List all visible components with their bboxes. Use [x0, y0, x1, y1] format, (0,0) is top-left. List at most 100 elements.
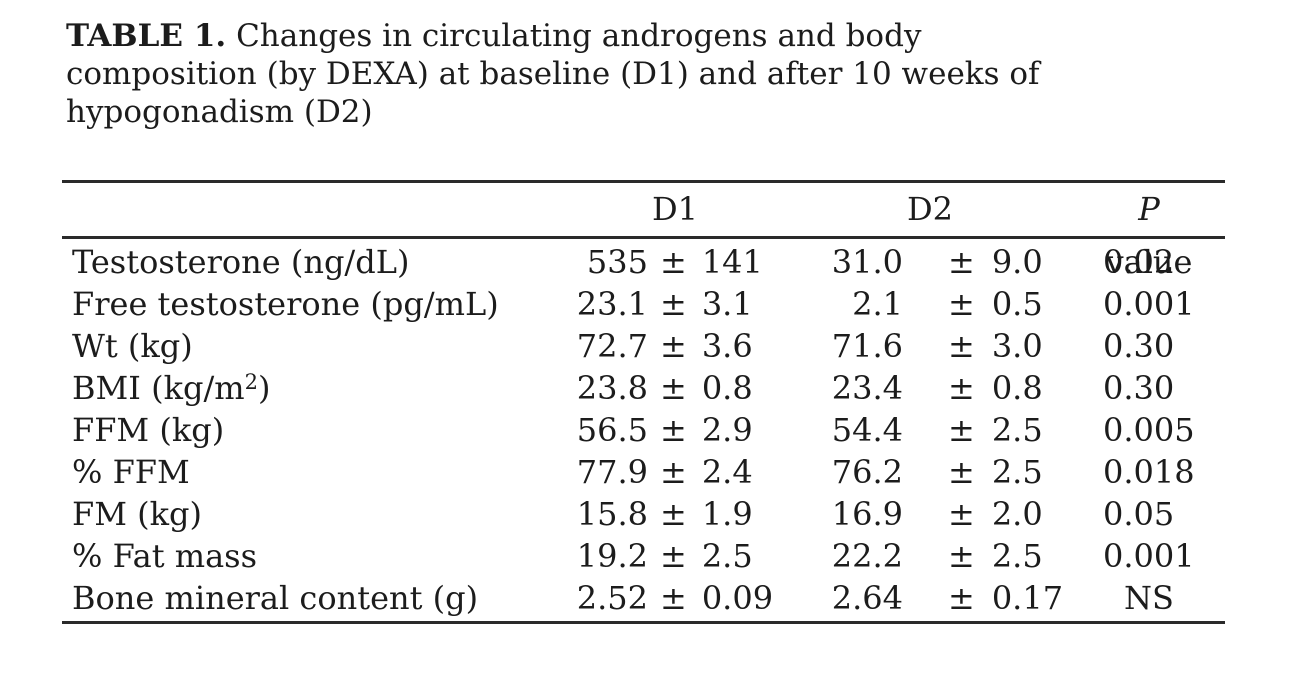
plus-minus: ± [948, 537, 975, 575]
d2-cell: 16.9 ±2.0 [810, 493, 1102, 535]
caption-line-1: TABLE 1. Changes in circulating androgen… [66, 17, 1039, 55]
row-label: BMI (kg/m2) [62, 367, 522, 409]
d1-cell: 2.52 ±0.09 [522, 577, 810, 619]
plus-minus: ± [660, 411, 687, 449]
plus-minus: ± [948, 369, 975, 407]
table-caption: TABLE 1. Changes in circulating androgen… [66, 17, 1039, 131]
d2-sd: 0.8 [991, 369, 1043, 407]
d1-mean: 19.2 [576, 537, 648, 575]
plus-minus: ± [660, 327, 687, 365]
p-value: 0.018 [1103, 453, 1195, 491]
d2-mean: 71.6 [831, 327, 903, 365]
plus-minus: ± [948, 327, 975, 365]
column-header-p-value: P value [1102, 183, 1225, 289]
d1-cell: 72.7 ±3.6 [522, 325, 810, 367]
d2-cell: 71.6 ±3.0 [810, 325, 1102, 367]
caption-label: TABLE 1. [66, 18, 227, 54]
p-value-header-rest: value [1105, 243, 1193, 281]
table-row-free-testosterone: Free testosterone (pg/mL) 23.1 ±3.1 2.1 ±0… [62, 283, 1225, 325]
d1-mean: 23.8 [576, 369, 648, 407]
plus-minus: ± [948, 285, 975, 323]
plus-minus: ± [660, 453, 687, 491]
caption-text: Changes in circulating androgens and bod… [236, 18, 922, 54]
d1-cell: 535 ±141 [522, 241, 810, 283]
table-body: Testosterone (ng/dL) 535 ±141 31.0 ±9.0 0.… [62, 241, 1225, 619]
plus-minus: ± [948, 579, 975, 617]
table-row-pct-fat-mass: % Fat mass 19.2 ±2.5 22.2 ±2.5 0.001 [62, 535, 1225, 577]
d1-mean: 77.9 [576, 453, 648, 491]
d2-cell: 2.1 ±0.5 [810, 283, 1102, 325]
table-row-weight: Wt (kg) 72.7 ±3.6 71.6 ±3.0 0.30 [62, 325, 1225, 367]
d1-cell: 23.1 ±3.1 [522, 283, 810, 325]
row-label: Wt (kg) [62, 325, 522, 367]
d2-mean: 31.0 [831, 243, 903, 281]
row-label: Testosterone (ng/dL) [62, 241, 522, 283]
d2-mean: 2.64 [831, 579, 903, 617]
table-row-testosterone: Testosterone (ng/dL) 535 ±141 31.0 ±9.0 0.… [62, 241, 1225, 283]
table-header-row: D1 D2 P value [62, 183, 1225, 281]
d1-sd: 3.1 [701, 285, 753, 323]
d2-sd: 2.5 [991, 453, 1043, 491]
row-label-text: % FFM [72, 453, 190, 491]
d2-mean: 76.2 [831, 453, 903, 491]
plus-minus: ± [660, 495, 687, 533]
p-value: 0.30 [1103, 327, 1175, 365]
table-row-fm: FM (kg) 15.8 ±1.9 16.9 ±2.0 0.05 [62, 493, 1225, 535]
row-label-text: Bone mineral content (g) [72, 579, 479, 617]
row-label-text: BMI (kg/m [72, 369, 245, 407]
p-value: 0.001 [1103, 537, 1195, 575]
d1-mean: 15.8 [576, 495, 648, 533]
d1-sd: 141 [701, 243, 763, 281]
row-label: Free testosterone (pg/mL) [62, 283, 522, 325]
plus-minus: ± [660, 369, 687, 407]
table-row-bone-mineral-content: Bone mineral content (g) 2.52 ±0.09 2.64 ±… [62, 577, 1225, 619]
d2-mean: 22.2 [831, 537, 903, 575]
d1-mean: 56.5 [576, 411, 648, 449]
plus-minus: ± [948, 495, 975, 533]
p-value: NS [1124, 579, 1174, 617]
d1-mean: 72.7 [576, 327, 648, 365]
d1-sd: 2.5 [701, 537, 753, 575]
d2-sd: 2.0 [991, 495, 1043, 533]
p-value-header-italic: P [1138, 190, 1160, 228]
p-value: 0.001 [1103, 285, 1195, 323]
d2-mean: 23.4 [831, 369, 903, 407]
d1-mean: 2.52 [576, 579, 648, 617]
d2-cell: 76.2 ±2.5 [810, 451, 1102, 493]
row-label: % Fat mass [62, 535, 522, 577]
table-row-bmi: BMI (kg/m2) 23.8 ±0.8 23.4 ±0.8 0.30 [62, 367, 1225, 409]
column-header-d1: D1 [651, 190, 698, 228]
d2-mean: 54.4 [831, 411, 903, 449]
d1-sd: 0.09 [701, 579, 774, 617]
row-label-text: Free testosterone (pg/mL) [72, 285, 499, 323]
p-value: 0.05 [1103, 495, 1175, 533]
caption-line-3: hypogonadism (D2) [66, 94, 373, 130]
plus-minus: ± [660, 537, 687, 575]
row-label: FM (kg) [62, 493, 522, 535]
mid-rule [62, 236, 1225, 239]
p-value: 0.30 [1103, 369, 1175, 407]
row-label: FFM (kg) [62, 409, 522, 451]
d2-sd: 9.0 [991, 243, 1043, 281]
d1-cell: 15.8 ±1.9 [522, 493, 810, 535]
d2-sd: 0.5 [991, 285, 1043, 323]
table-row-pct-ffm: % FFM 77.9 ±2.4 76.2 ±2.5 0.018 [62, 451, 1225, 493]
top-rule [62, 180, 1225, 183]
d2-sd: 2.5 [991, 411, 1043, 449]
row-label-text: Wt (kg) [72, 327, 193, 365]
row-label-text: FFM (kg) [72, 411, 225, 449]
d2-mean: 2.1 [852, 285, 903, 323]
row-label-post: ) [257, 369, 271, 407]
plus-minus: ± [948, 411, 975, 449]
row-label-text: Testosterone (ng/dL) [72, 243, 410, 281]
plus-minus: ± [948, 243, 975, 281]
d2-cell: 31.0 ±9.0 [810, 241, 1102, 283]
caption-line-2: composition (by DEXA) at baseline (D1) a… [66, 56, 1040, 92]
row-label-text: FM (kg) [72, 495, 202, 533]
d1-mean: 535 [586, 243, 648, 281]
table-row-ffm: FFM (kg) 56.5 ±2.9 54.4 ±2.5 0.005 [62, 409, 1225, 451]
plus-minus: ± [948, 453, 975, 491]
d1-mean: 23.1 [576, 285, 648, 323]
p-value: 0.005 [1103, 411, 1195, 449]
